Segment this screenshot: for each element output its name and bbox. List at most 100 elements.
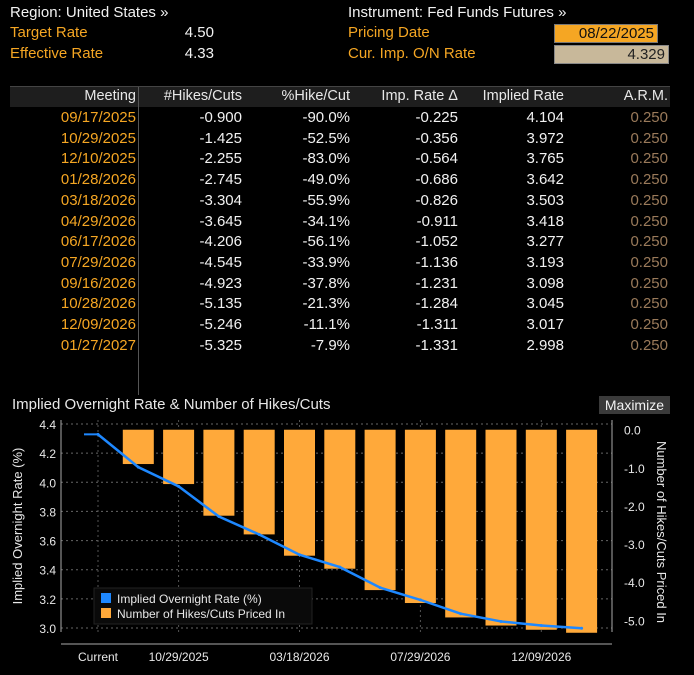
hikes-cuts-bar — [445, 429, 477, 618]
pricing-date-input[interactable]: 08/22/2025 — [554, 24, 658, 43]
meeting-date: 12/09/2026 — [60, 316, 136, 333]
pct-hike-cut-value: -49.0% — [302, 171, 350, 189]
x-tick-label: 03/18/2026 — [269, 650, 329, 664]
y-right-tick-label: -4.0 — [624, 576, 645, 590]
x-tick-label: 12/09/2026 — [511, 650, 571, 664]
arm-value: 0.250 — [630, 171, 668, 189]
pct-hike-cut-value: -11.1% — [303, 316, 350, 333]
hikes-cuts-bar — [525, 429, 557, 630]
hikes-cuts-value: -0.900 — [199, 109, 242, 126]
implied-rate-point — [136, 465, 140, 469]
col-imp-rate-delta[interactable]: Imp. Rate Δ — [381, 88, 458, 104]
pricing-date-label: Pricing Date — [348, 24, 430, 41]
table-row[interactable]: 09/16/2026 -4.923 -37.8% -1.231 3.098 0.250 — [10, 274, 670, 295]
chart-title-bar: Implied Overnight Rate & Number of Hikes… — [10, 396, 670, 416]
hikes-cuts-bar — [324, 429, 356, 569]
y-right-tick-label: -5.0 — [624, 614, 645, 628]
imp-rate-delta-value: -0.225 — [415, 109, 458, 126]
pct-hike-cut-value: -33.9% — [302, 253, 350, 271]
imp-rate-delta-value: -0.356 — [415, 129, 458, 147]
legend-label-bars: Number of Hikes/Cuts Priced In — [117, 607, 285, 621]
implied-rate-value: 3.045 — [526, 295, 564, 313]
region-selector[interactable]: Region: United States » — [10, 4, 169, 21]
col-meeting[interactable]: Meeting — [84, 88, 136, 104]
col-implied-rate[interactable]: Implied Rate — [482, 88, 564, 104]
effective-rate-label: Effective Rate — [10, 45, 104, 62]
table-row[interactable]: 12/09/2026 -5.246 -11.1% -1.311 3.017 0.250 — [10, 315, 670, 336]
imp-rate-delta-value: -1.311 — [416, 316, 458, 333]
table-row[interactable]: 07/29/2026 -4.545 -33.9% -1.136 3.193 0.250 — [10, 253, 670, 274]
table-row[interactable]: 01/27/2027 -5.325 -7.9% -1.331 2.998 0.250 — [10, 336, 670, 357]
hikes-cuts-value: -2.255 — [199, 150, 242, 168]
legend-label-rate: Implied Overnight Rate (%) — [117, 592, 262, 606]
implied-rate-point — [418, 598, 422, 602]
legend-swatch-bars — [101, 608, 111, 618]
target-rate-value: 4.50 — [184, 24, 214, 41]
y-left-tick-label: 4.0 — [39, 476, 56, 490]
cur-imp-rate-value: 4.329 — [554, 45, 669, 64]
x-tick-label: 07/29/2026 — [390, 650, 450, 664]
arm-value: 0.250 — [630, 233, 668, 251]
implied-rate-point — [378, 586, 382, 590]
hikes-cuts-bar — [284, 429, 315, 556]
arm-value: 0.250 — [630, 253, 668, 271]
table-row[interactable]: 01/28/2026 -2.745 -49.0% -0.686 3.642 0.250 — [10, 170, 670, 191]
hikes-cuts-bar — [404, 429, 436, 604]
meeting-date: 10/29/2025 — [60, 129, 136, 147]
implied-rate-point — [217, 515, 221, 519]
implied-rate-point — [580, 626, 584, 630]
y-left-tick-label: 3.4 — [39, 564, 56, 578]
implied-rate-point — [338, 565, 342, 569]
table-row[interactable]: 10/28/2026 -5.135 -21.3% -1.284 3.045 0.250 — [10, 294, 670, 315]
arm-value: 0.250 — [630, 316, 668, 333]
arm-value: 0.250 — [630, 212, 668, 230]
y-left-axis-title: Implied Overnight Rate (%) — [10, 448, 25, 605]
implied-rate-point — [96, 432, 100, 436]
implied-rate-point — [177, 484, 181, 488]
maximize-button[interactable]: Maximize — [598, 396, 670, 414]
imp-rate-delta-value: -0.686 — [415, 171, 458, 189]
pct-hike-cut-value: -55.9% — [302, 191, 350, 209]
hikes-cuts-bars — [122, 429, 598, 633]
implied-rate-point — [459, 612, 463, 616]
arm-value: 0.250 — [630, 150, 668, 168]
arm-value: 0.250 — [630, 274, 668, 292]
implied-rate-point — [499, 619, 503, 623]
col-hikes-cuts[interactable]: #Hikes/Cuts — [163, 88, 242, 104]
y-right-tick-label: -3.0 — [624, 538, 645, 552]
y-left-tick-label: 3.0 — [39, 622, 56, 636]
hikes-cuts-value: -3.645 — [199, 212, 242, 230]
imp-rate-delta-value: -0.911 — [416, 212, 458, 230]
hikes-cuts-value: -3.304 — [199, 191, 242, 209]
implied-rate-value: 3.503 — [526, 191, 564, 209]
arm-value: 0.250 — [630, 336, 668, 354]
meeting-date: 04/29/2026 — [60, 212, 136, 230]
hikes-cuts-value: -4.206 — [199, 233, 242, 251]
table-row[interactable]: 06/17/2026 -4.206 -56.1% -1.052 3.277 0.250 — [10, 232, 670, 253]
instrument-selector[interactable]: Instrument: Fed Funds Futures » — [348, 4, 567, 21]
implied-rate-value: 3.418 — [526, 212, 564, 230]
hikes-cuts-value: -1.425 — [199, 129, 242, 147]
col-arm[interactable]: A.R.M. — [623, 88, 668, 104]
hikes-cuts-value: -5.135 — [199, 295, 242, 313]
table-row[interactable]: 04/29/2026 -3.645 -34.1% -0.911 3.418 0.250 — [10, 212, 670, 233]
meeting-date: 03/18/2026 — [60, 191, 136, 209]
table-row[interactable]: 10/29/2025 -1.425 -52.5% -0.356 3.972 0.250 — [10, 129, 670, 150]
table-row[interactable]: 12/10/2025 -2.255 -83.0% -0.564 3.765 0.250 — [10, 149, 670, 170]
table-header: Meeting #Hikes/Cuts %Hike/Cut Imp. Rate … — [10, 87, 670, 107]
table-row[interactable]: 03/18/2026 -3.304 -55.9% -0.826 3.503 0.250 — [10, 191, 670, 212]
pct-hike-cut-value: -37.8% — [302, 274, 350, 292]
hikes-cuts-bar — [203, 429, 235, 516]
imp-rate-delta-value: -0.564 — [415, 150, 458, 168]
imp-rate-delta-value: -0.826 — [415, 191, 458, 209]
y-left-tick-label: 3.8 — [39, 505, 56, 519]
implied-rate-value: 3.098 — [526, 274, 564, 292]
meeting-date: 07/29/2026 — [60, 253, 136, 271]
chart-legend: Implied Overnight Rate (%)Number of Hike… — [93, 587, 313, 625]
col-pct-hike-cut[interactable]: %Hike/Cut — [281, 88, 351, 104]
table-row[interactable]: 09/17/2025 -0.900 -90.0% -0.225 4.104 0.250 — [10, 108, 670, 129]
hikes-cuts-bar — [485, 429, 517, 626]
pct-hike-cut-value: -52.5% — [302, 129, 350, 147]
target-rate-label: Target Rate — [10, 24, 88, 41]
